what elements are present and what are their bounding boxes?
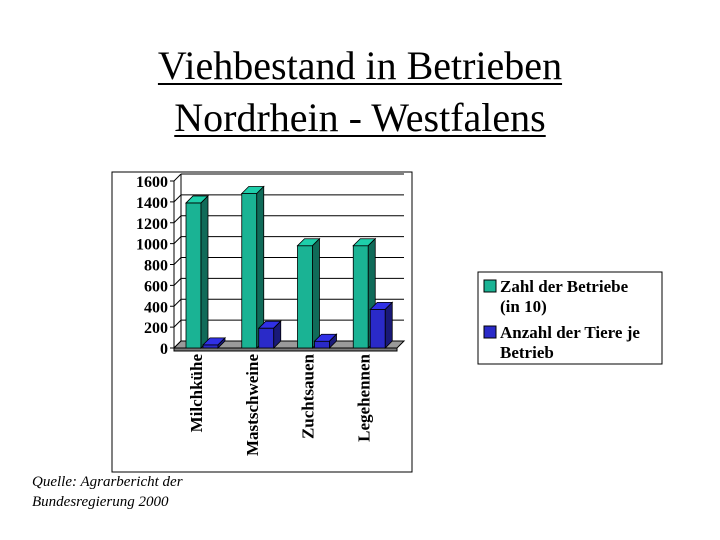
y-tick-label: 1000 [136,237,168,254]
bar-tiere-0 [202,336,226,349]
legend-swatch-1 [483,325,497,339]
gridline-side [173,215,182,224]
legend-label-0: Zahl der Betriebe (in 10) [500,277,629,316]
bar-tiere-3 [369,301,394,349]
y-tick-label: 1400 [136,195,168,212]
x-tick-label: Milchkühe [187,354,206,433]
legend-box [477,271,663,365]
chart-title: Viehbestand in Betrieben Nordrhein - Wes… [0,40,720,144]
legend-swatch-0 [483,279,497,293]
title-line-2: Nordrhein - Westfalens [174,95,546,140]
bar-front [369,308,386,349]
x-tick-labels: Milchkühe Mastschweine Zuchtsauen Legehenne… [187,353,373,456]
y-tick-labels: 0 200 400 600 800 1000 1200 1400 1600 [136,174,168,358]
legend-label-1: Anzahl der Tiere je Betrieb [500,323,640,362]
bar-side [273,320,282,349]
bar-side [312,237,320,349]
bar-side [217,336,226,349]
gridline-side [173,257,182,265]
y-tick-label: 1200 [136,216,168,233]
bar-front [185,202,202,349]
gridline-side [173,173,182,182]
source-line-2: Bundesregierung 2000 [32,494,169,510]
bar-side [329,333,337,349]
y-tick-label: 400 [144,299,168,316]
y-tick-label: 1600 [136,174,168,191]
legend: Zahl der Betriebe (in 10) Anzahl der Tiere… [477,271,663,365]
x-tick-label: Mastschweine [243,354,262,456]
bar-side [200,194,209,349]
gridline-side [173,236,182,244]
bar-side [384,301,393,349]
bar-betriebe-1 [240,185,265,349]
bar-tiere-1 [257,320,282,349]
y-tick-label: 200 [144,320,168,337]
bar-betriebe-2 [296,237,321,349]
bar-front [241,193,258,349]
bar-front [202,344,219,349]
gridline-side [173,194,182,203]
bar-front [352,245,369,349]
x-tick-label: Zuchtsauen [299,353,318,439]
title-line-1: Viehbestand in Betrieben [157,43,563,88]
y-tick-label: 600 [144,278,168,295]
gridline-side [173,298,182,307]
x-tick-label: Legehennen [354,353,373,441]
bar-betriebe-0 [185,194,209,349]
bar-front [314,340,330,349]
bars [185,185,394,349]
gridline-side [173,278,182,286]
source-line-1: Quelle: Agrarbericht der [32,474,183,490]
bar-front [258,327,275,349]
y-tick-label: 800 [144,258,168,275]
bar-front [297,245,313,349]
gridline-side [173,319,182,328]
chart-floor-edge [173,347,398,352]
bar-tiere-2 [313,333,338,349]
source-note: Quelle: Agrarbericht der Bundesregierung… [32,472,232,512]
y-tick-label: 0 [160,341,168,358]
